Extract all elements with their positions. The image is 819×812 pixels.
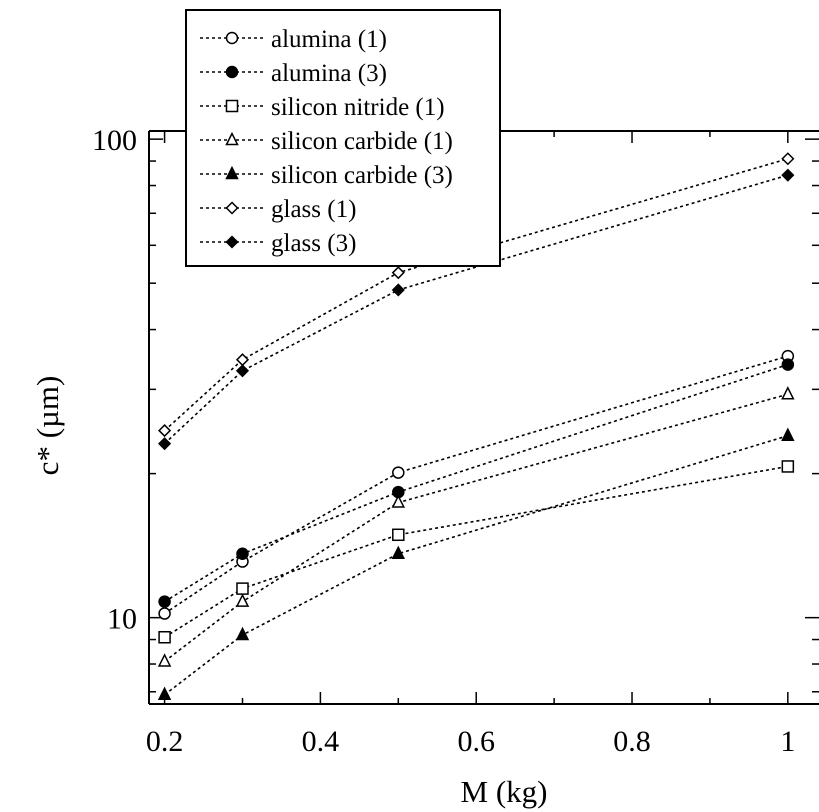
series-line (164, 174, 789, 445)
data-point (157, 653, 172, 667)
x-tick-label: 0.4 (302, 725, 340, 758)
data-point (391, 545, 406, 560)
legend-label: silicon nitride (1) (271, 94, 445, 121)
legend-item: silicon nitride (1) (200, 94, 445, 121)
data-point (236, 547, 249, 561)
series-silicon-nitride-1 (158, 460, 795, 644)
data-point (158, 607, 171, 620)
legend-label: silicon carbide (3) (271, 162, 453, 189)
plot-area: 0.2 0.4 0.6 0.8 1 10 100 (92, 124, 819, 758)
legend-marker (225, 31, 239, 45)
x-tick-label: 0.2 (146, 725, 184, 758)
legend-marker (225, 99, 239, 113)
x-tick-label: 0.8 (613, 725, 651, 758)
data-point (781, 460, 795, 473)
legend-item: silicon carbide (1) (200, 128, 453, 155)
x-tick-label: 1 (780, 725, 795, 758)
x-axis-label: M (kg) (461, 774, 548, 809)
legend-box (185, 9, 501, 267)
legend-label: glass (1) (271, 196, 356, 223)
data-point (158, 631, 171, 644)
series-line (164, 157, 789, 432)
series-line (164, 465, 788, 638)
y-axis-label: c* (µm) (30, 376, 65, 476)
legend-label: alumina (1) (271, 26, 387, 53)
data-point (235, 593, 250, 607)
legend: alumina (1) alumina (3) silicon nitride (1… (185, 9, 501, 267)
data-point (391, 283, 405, 297)
series-line (164, 434, 789, 696)
legend-item: silicon carbide (3) (200, 162, 453, 189)
legend-marker (225, 201, 239, 215)
legend-label: silicon carbide (1) (271, 128, 453, 155)
data-point (781, 152, 795, 166)
data-point (235, 353, 250, 367)
data-point (781, 358, 795, 371)
series-glass-1 (158, 152, 795, 438)
series-layer (157, 152, 795, 701)
series-silicon-carbide-1 (157, 386, 795, 667)
data-point (158, 424, 172, 438)
legend-marker (225, 235, 239, 249)
data-point (158, 437, 172, 451)
legend-item: glass (3) (200, 230, 356, 257)
data-point (157, 686, 172, 701)
data-point (235, 626, 250, 641)
series-glass-3 (158, 168, 795, 451)
legend-item: glass (1) (200, 196, 356, 223)
legend-marker (225, 131, 239, 146)
legend-label: alumina (3) (271, 60, 387, 87)
y-tick-label: 10 (107, 603, 137, 636)
legend-label: glass (3) (271, 230, 356, 257)
legend-item: alumina (3) (200, 60, 387, 87)
data-point (391, 494, 406, 508)
data-point (781, 427, 795, 441)
legend-marker (225, 65, 239, 79)
data-point (236, 582, 249, 595)
series-line (164, 355, 789, 615)
series-alumina-1 (158, 349, 795, 620)
data-point (392, 466, 405, 479)
data-point (781, 168, 795, 182)
series-line (164, 393, 789, 663)
data-point (391, 266, 405, 280)
data-point (158, 595, 171, 608)
data-point (235, 364, 250, 378)
y-tick-label: 100 (92, 124, 137, 157)
data-point (781, 386, 795, 400)
series-alumina-3 (158, 358, 795, 608)
x-tick-label: 0.6 (457, 725, 495, 758)
legend-item: alumina (1) (200, 26, 387, 53)
legend-marker (225, 165, 239, 180)
series-silicon-carbide-3 (157, 427, 795, 701)
data-point (392, 528, 405, 542)
series-line (164, 363, 789, 603)
